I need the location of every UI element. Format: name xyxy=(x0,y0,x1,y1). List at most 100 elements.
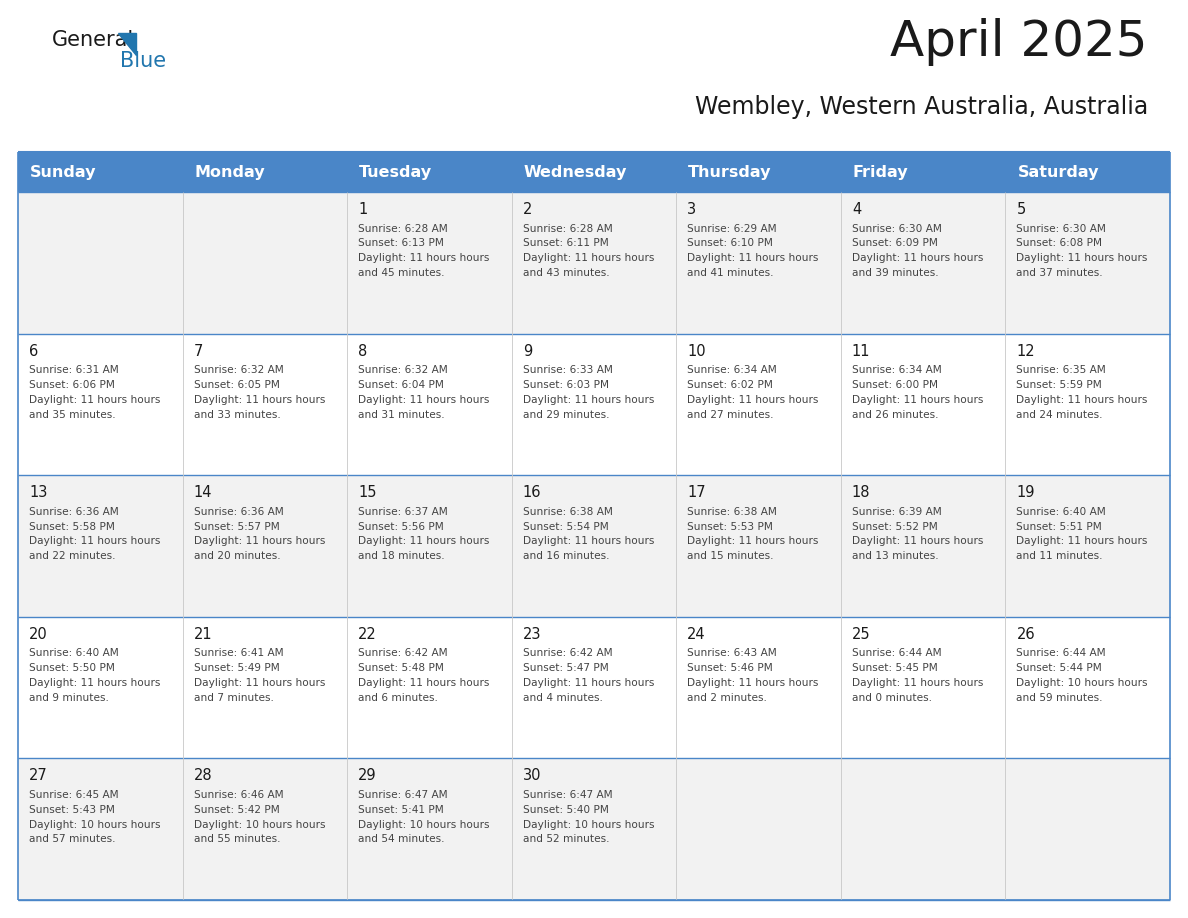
Text: 2: 2 xyxy=(523,202,532,217)
Text: Sunset: 5:56 PM: Sunset: 5:56 PM xyxy=(358,521,444,532)
Text: Sunset: 6:09 PM: Sunset: 6:09 PM xyxy=(852,239,937,248)
Text: 20: 20 xyxy=(29,627,48,642)
Text: and 0 minutes.: and 0 minutes. xyxy=(852,693,931,702)
Text: 23: 23 xyxy=(523,627,542,642)
Text: Daylight: 11 hours hours: Daylight: 11 hours hours xyxy=(523,395,655,405)
Text: Daylight: 10 hours hours: Daylight: 10 hours hours xyxy=(29,820,160,830)
Text: Tuesday: Tuesday xyxy=(359,164,432,180)
Text: Daylight: 11 hours hours: Daylight: 11 hours hours xyxy=(358,253,489,263)
Bar xyxy=(512,152,676,192)
Bar xyxy=(183,152,347,192)
Text: 4: 4 xyxy=(852,202,861,217)
Text: Sunrise: 6:28 AM: Sunrise: 6:28 AM xyxy=(358,223,448,233)
Text: Sunrise: 6:36 AM: Sunrise: 6:36 AM xyxy=(194,507,283,517)
Text: 18: 18 xyxy=(852,486,871,500)
Text: Sunrise: 6:41 AM: Sunrise: 6:41 AM xyxy=(194,648,283,658)
Text: and 33 minutes.: and 33 minutes. xyxy=(194,409,280,420)
Text: 10: 10 xyxy=(688,343,706,359)
Text: Daylight: 10 hours hours: Daylight: 10 hours hours xyxy=(1017,677,1148,688)
Bar xyxy=(18,758,1170,900)
Text: Sunrise: 6:29 AM: Sunrise: 6:29 AM xyxy=(688,223,777,233)
Text: Sunset: 5:52 PM: Sunset: 5:52 PM xyxy=(852,521,937,532)
Text: Sunrise: 6:46 AM: Sunrise: 6:46 AM xyxy=(194,789,283,800)
Text: Sunset: 5:45 PM: Sunset: 5:45 PM xyxy=(852,663,937,673)
Text: and 26 minutes.: and 26 minutes. xyxy=(852,409,939,420)
Text: and 22 minutes.: and 22 minutes. xyxy=(29,551,115,561)
Text: 27: 27 xyxy=(29,768,48,783)
Text: Saturday: Saturday xyxy=(1017,164,1099,180)
Text: Sunrise: 6:34 AM: Sunrise: 6:34 AM xyxy=(688,365,777,375)
Text: Sunrise: 6:34 AM: Sunrise: 6:34 AM xyxy=(852,365,942,375)
Text: Sunrise: 6:42 AM: Sunrise: 6:42 AM xyxy=(358,648,448,658)
Text: Daylight: 11 hours hours: Daylight: 11 hours hours xyxy=(852,677,984,688)
Text: Sunrise: 6:31 AM: Sunrise: 6:31 AM xyxy=(29,365,119,375)
Text: and 39 minutes.: and 39 minutes. xyxy=(852,268,939,278)
Text: Daylight: 11 hours hours: Daylight: 11 hours hours xyxy=(194,536,326,546)
Text: Friday: Friday xyxy=(853,164,909,180)
Text: Sunset: 5:49 PM: Sunset: 5:49 PM xyxy=(194,663,279,673)
Text: and 59 minutes.: and 59 minutes. xyxy=(1017,693,1102,702)
Text: April 2025: April 2025 xyxy=(891,18,1148,66)
Text: and 41 minutes.: and 41 minutes. xyxy=(688,268,773,278)
Text: Sunset: 5:58 PM: Sunset: 5:58 PM xyxy=(29,521,115,532)
Text: Sunrise: 6:38 AM: Sunrise: 6:38 AM xyxy=(523,507,613,517)
Text: Thursday: Thursday xyxy=(688,164,772,180)
Text: Sunrise: 6:39 AM: Sunrise: 6:39 AM xyxy=(852,507,942,517)
Text: 28: 28 xyxy=(194,768,213,783)
Text: Sunrise: 6:44 AM: Sunrise: 6:44 AM xyxy=(1017,648,1106,658)
Text: and 52 minutes.: and 52 minutes. xyxy=(523,834,609,845)
Text: Wednesday: Wednesday xyxy=(524,164,627,180)
Text: Sunset: 5:48 PM: Sunset: 5:48 PM xyxy=(358,663,444,673)
Text: Sunrise: 6:40 AM: Sunrise: 6:40 AM xyxy=(1017,507,1106,517)
Text: Sunrise: 6:28 AM: Sunrise: 6:28 AM xyxy=(523,223,613,233)
Text: 7: 7 xyxy=(194,343,203,359)
Text: Sunrise: 6:32 AM: Sunrise: 6:32 AM xyxy=(194,365,283,375)
Text: and 2 minutes.: and 2 minutes. xyxy=(688,693,767,702)
Text: 14: 14 xyxy=(194,486,213,500)
Text: and 43 minutes.: and 43 minutes. xyxy=(523,268,609,278)
Text: Sunrise: 6:47 AM: Sunrise: 6:47 AM xyxy=(523,789,612,800)
Text: Sunrise: 6:43 AM: Sunrise: 6:43 AM xyxy=(688,648,777,658)
Bar xyxy=(18,617,1170,758)
Text: Sunset: 5:42 PM: Sunset: 5:42 PM xyxy=(194,805,279,814)
Text: Blue: Blue xyxy=(120,51,166,71)
Text: 1: 1 xyxy=(358,202,367,217)
Text: Daylight: 11 hours hours: Daylight: 11 hours hours xyxy=(358,677,489,688)
Text: Sunset: 5:51 PM: Sunset: 5:51 PM xyxy=(1017,521,1102,532)
Text: Sunset: 6:00 PM: Sunset: 6:00 PM xyxy=(852,380,937,390)
Text: and 57 minutes.: and 57 minutes. xyxy=(29,834,115,845)
Text: Sunset: 6:06 PM: Sunset: 6:06 PM xyxy=(29,380,115,390)
Text: and 6 minutes.: and 6 minutes. xyxy=(358,693,438,702)
Text: Daylight: 11 hours hours: Daylight: 11 hours hours xyxy=(1017,253,1148,263)
Text: Sunrise: 6:44 AM: Sunrise: 6:44 AM xyxy=(852,648,941,658)
Text: Sunrise: 6:36 AM: Sunrise: 6:36 AM xyxy=(29,507,119,517)
Text: 26: 26 xyxy=(1017,627,1035,642)
Text: Sunday: Sunday xyxy=(30,164,96,180)
Text: 13: 13 xyxy=(29,486,48,500)
Text: Sunrise: 6:35 AM: Sunrise: 6:35 AM xyxy=(1017,365,1106,375)
Bar xyxy=(841,152,1005,192)
Bar xyxy=(18,192,1170,333)
Text: Daylight: 11 hours hours: Daylight: 11 hours hours xyxy=(852,395,984,405)
Text: Daylight: 11 hours hours: Daylight: 11 hours hours xyxy=(358,395,489,405)
Text: Daylight: 11 hours hours: Daylight: 11 hours hours xyxy=(358,536,489,546)
Text: and 13 minutes.: and 13 minutes. xyxy=(852,551,939,561)
Text: Daylight: 11 hours hours: Daylight: 11 hours hours xyxy=(29,395,160,405)
Bar xyxy=(1005,152,1170,192)
Text: 21: 21 xyxy=(194,627,213,642)
Text: Sunrise: 6:30 AM: Sunrise: 6:30 AM xyxy=(852,223,942,233)
Text: Sunset: 6:03 PM: Sunset: 6:03 PM xyxy=(523,380,608,390)
Text: and 11 minutes.: and 11 minutes. xyxy=(1017,551,1102,561)
Bar xyxy=(676,152,841,192)
Text: Sunrise: 6:40 AM: Sunrise: 6:40 AM xyxy=(29,648,119,658)
Text: Sunset: 5:47 PM: Sunset: 5:47 PM xyxy=(523,663,608,673)
Text: Daylight: 11 hours hours: Daylight: 11 hours hours xyxy=(852,253,984,263)
Text: Daylight: 11 hours hours: Daylight: 11 hours hours xyxy=(523,253,655,263)
Text: Daylight: 10 hours hours: Daylight: 10 hours hours xyxy=(194,820,326,830)
Text: Daylight: 11 hours hours: Daylight: 11 hours hours xyxy=(688,677,819,688)
Text: 30: 30 xyxy=(523,768,542,783)
Text: 19: 19 xyxy=(1017,486,1035,500)
Text: Wembley, Western Australia, Australia: Wembley, Western Australia, Australia xyxy=(695,95,1148,119)
Text: and 24 minutes.: and 24 minutes. xyxy=(1017,409,1102,420)
Text: 11: 11 xyxy=(852,343,871,359)
